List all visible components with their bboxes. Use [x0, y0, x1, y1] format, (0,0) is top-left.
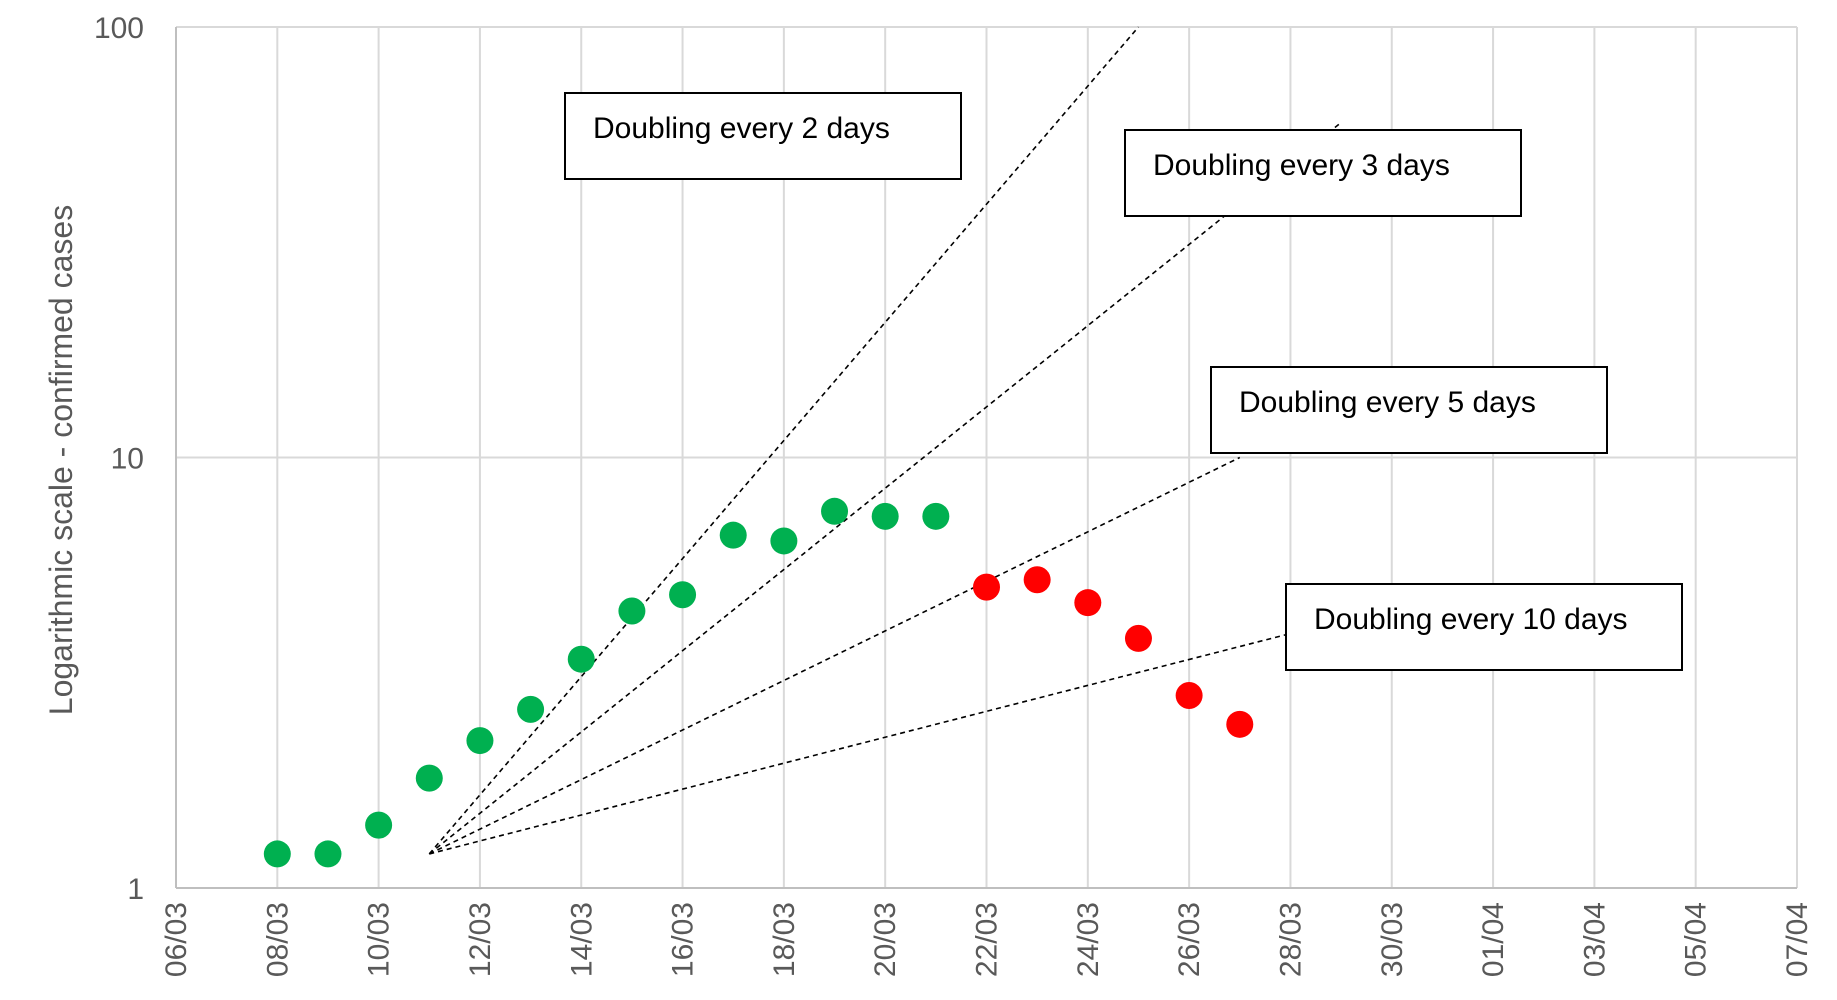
annotation-box: [564, 92, 962, 180]
x-tick-label: 08/03: [261, 902, 294, 977]
y-tick-label: 100: [94, 12, 144, 45]
data-point: [770, 527, 798, 555]
annotation-label: Doubling every 10 days: [1314, 603, 1628, 636]
axis-layer: 06/03 08/03 10/03 12/03 14/03 16/03 18/03 20/03…: [94, 12, 1814, 977]
x-tick-label: 01/04: [1477, 902, 1510, 977]
annotation-label: Doubling every 2 days: [593, 112, 890, 145]
data-point: [669, 581, 697, 609]
x-tick-label: 26/03: [1173, 902, 1206, 977]
x-tick-label: 06/03: [160, 902, 193, 977]
data-point: [263, 840, 291, 868]
x-tick-label: 14/03: [565, 902, 598, 977]
annotation-box: [1124, 129, 1522, 217]
data-point: [618, 597, 646, 625]
doubling-guide-line: [428, 121, 1342, 855]
data-point: [1226, 710, 1254, 738]
data-point: [922, 502, 950, 530]
guide-layer: [428, 26, 1342, 855]
x-tick-label: 10/03: [363, 902, 396, 977]
x-tick-label: 30/03: [1376, 902, 1409, 977]
x-tick-label: 03/04: [1578, 902, 1611, 977]
doubling-guide-line: [429, 632, 1291, 855]
point-layer: [263, 497, 1254, 868]
x-tick-label: 16/03: [667, 902, 700, 977]
data-point: [871, 502, 899, 530]
data-point: [567, 645, 595, 673]
y-axis-label: Logarithmic scale - confirmed cases: [43, 205, 79, 715]
x-tick-label: 24/03: [1072, 902, 1105, 977]
data-point: [973, 573, 1000, 601]
doubling-guide-line: [428, 456, 1241, 855]
data-point: [1074, 589, 1102, 617]
x-tick-label: 05/04: [1680, 902, 1713, 977]
x-tick-label: 07/04: [1781, 902, 1814, 977]
annotation-box: [1285, 583, 1683, 671]
x-tick-label: 22/03: [971, 902, 1004, 977]
data-point: [1124, 624, 1152, 652]
data-point: [466, 727, 494, 755]
data-point: [821, 497, 849, 525]
grid-layer: [175, 26, 1798, 889]
data-point: [314, 840, 342, 868]
annotation-label: Doubling every 5 days: [1239, 386, 1536, 419]
annotation-label: Doubling every 3 days: [1153, 149, 1450, 182]
data-point: [1023, 566, 1051, 594]
x-tick-label: 18/03: [768, 902, 801, 977]
data-point: [719, 521, 747, 549]
x-tick-label: 20/03: [869, 902, 902, 977]
x-tick-label: 12/03: [464, 902, 497, 977]
data-point: [1175, 681, 1203, 709]
x-tick-label: 28/03: [1274, 902, 1307, 977]
data-point: [365, 811, 393, 839]
annotation-box: [1210, 366, 1608, 454]
doubling-guide-line: [428, 26, 1140, 855]
data-point: [517, 695, 545, 723]
y-tick-label: 1: [127, 873, 144, 906]
y-tick-label: 10: [111, 443, 144, 476]
annot-layer: Doubling every 2 days Doubling every 3 da…: [564, 92, 1683, 671]
data-point: [415, 764, 443, 792]
